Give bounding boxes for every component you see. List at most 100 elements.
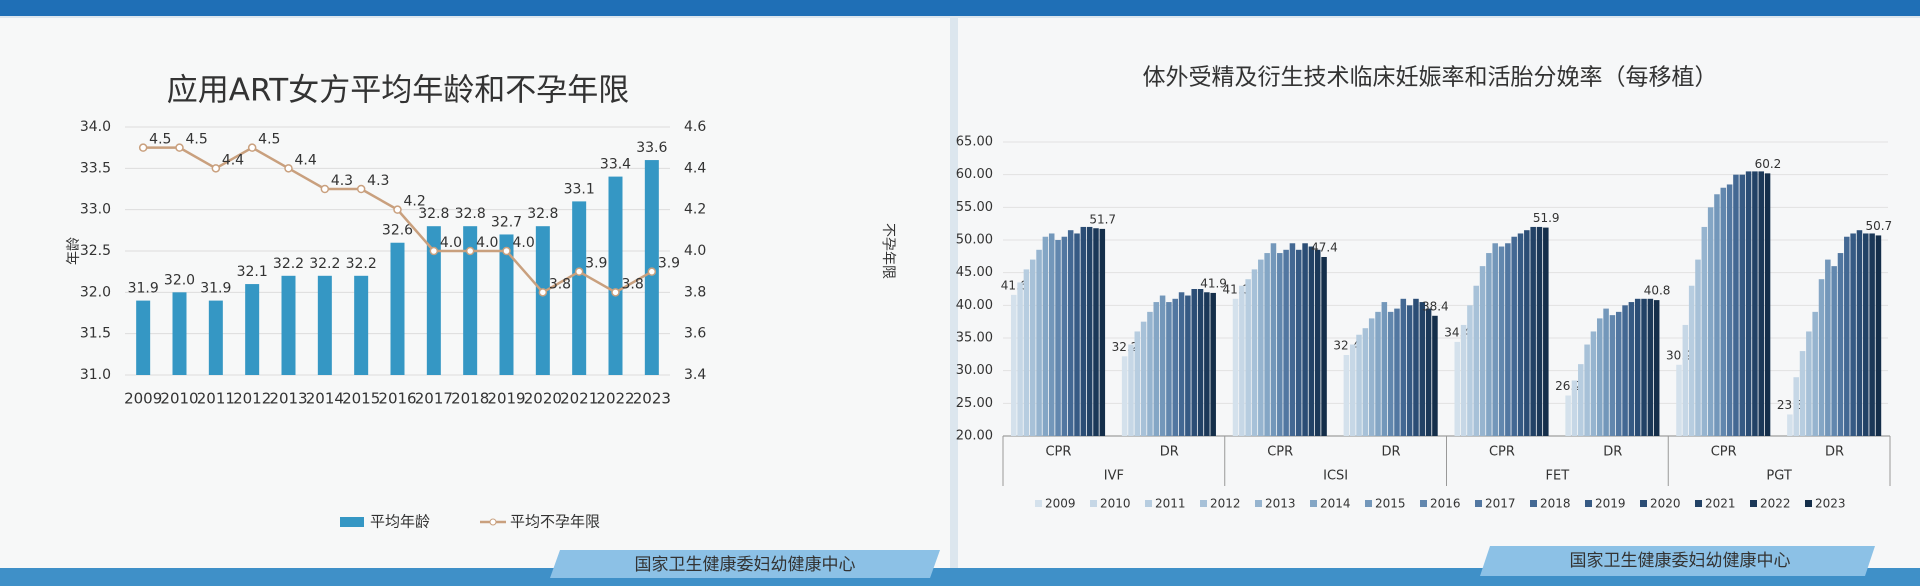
bar (317, 275, 332, 375)
legend-label: 2020 (1650, 497, 1681, 511)
y-tick-label: 32.5 (80, 243, 111, 259)
group-label: PGT (1766, 469, 1791, 484)
legend-swatch (1145, 500, 1152, 507)
y-tick-label: 33.0 (80, 202, 111, 218)
data-label: 32.4 (1333, 338, 1360, 352)
bar (572, 201, 587, 375)
x-tick-label: DR (1603, 445, 1622, 460)
bar (1210, 292, 1216, 436)
bar (1343, 354, 1350, 436)
x-tick-label: 2009 (124, 390, 162, 408)
legend-swatch (1420, 500, 1427, 507)
bar (1128, 344, 1134, 436)
data-label: 51.9 (1533, 211, 1560, 225)
x-tick-label: 2020 (524, 390, 562, 408)
line-marker (647, 267, 657, 276)
x-tick-label: DR (1382, 445, 1401, 460)
legend-label: 2021 (1705, 497, 1736, 511)
y2-tick-label: 3.4 (684, 367, 706, 383)
line-marker (502, 246, 511, 256)
data-label: 34.4 (1444, 325, 1471, 339)
bar (1314, 249, 1321, 436)
x-tick-label: 2018 (451, 390, 489, 408)
x-tick-label: 2011 (197, 390, 235, 408)
data-label: 4.4 (222, 152, 244, 168)
y-tick-label: 34.0 (80, 119, 111, 135)
bar (1603, 308, 1609, 436)
bar (1159, 295, 1166, 436)
bar (1479, 266, 1486, 436)
line-marker (611, 288, 620, 297)
legend-swatch (1585, 500, 1592, 507)
bar (1524, 230, 1530, 436)
bar (1752, 171, 1758, 436)
y-tick-label: 50.00 (956, 233, 993, 248)
y2-tick-label: 3.6 (684, 326, 706, 342)
data-label: 50.7 (1865, 219, 1892, 233)
bar (1837, 253, 1844, 436)
legend-swatch (340, 517, 364, 527)
footer: 国家卫生健康委妇幼健康中心 (1570, 551, 1791, 571)
y2-tick-label: 4.0 (684, 243, 706, 259)
bar (1239, 285, 1245, 436)
bar (1400, 298, 1407, 436)
y-tick-label: 55.00 (956, 200, 993, 215)
bar (208, 300, 223, 375)
legend-swatch (1805, 500, 1812, 507)
x-tick-label: DR (1825, 445, 1844, 460)
bar (1565, 395, 1571, 436)
bar (535, 226, 550, 375)
bar (1419, 302, 1426, 436)
bar (1647, 298, 1654, 436)
bar (1283, 249, 1289, 436)
x-tick-label: 2010 (160, 390, 198, 408)
line-marker (320, 184, 330, 194)
y2-tick-label: 4.6 (684, 119, 706, 135)
bar (1245, 279, 1251, 436)
legend-swatch (1035, 500, 1042, 507)
bar (1425, 308, 1432, 436)
bar (1308, 246, 1315, 436)
data-label: 32.7 (491, 214, 522, 230)
legend-swatch (1255, 500, 1262, 507)
x-tick-label: CPR (1489, 445, 1515, 460)
x-tick-label: 2013 (269, 390, 307, 408)
bar (1381, 302, 1388, 436)
data-label: 32.8 (418, 206, 449, 222)
y-tick-label: 31.0 (80, 367, 111, 383)
bar (1676, 364, 1682, 436)
bar (1055, 240, 1061, 436)
bar (1584, 344, 1590, 436)
bar (1296, 249, 1302, 436)
bar (1185, 295, 1191, 436)
legend-swatch (1365, 500, 1372, 507)
bar (1856, 230, 1863, 436)
bar (1349, 344, 1356, 436)
bar (1609, 315, 1616, 436)
data-label: 33.6 (636, 140, 667, 156)
x-tick-label: 2015 (342, 390, 380, 408)
bar (1302, 243, 1308, 436)
footer-tab (1480, 546, 1875, 576)
data-label: 32.2 (309, 256, 340, 272)
footer-tab (550, 550, 940, 578)
data-label: 41.9 (1200, 276, 1227, 290)
footer: 国家卫生健康委妇幼健康中心 (635, 555, 856, 575)
bottom-strip (0, 568, 1920, 586)
bar (1432, 315, 1438, 436)
y-tick-label: 25.00 (956, 396, 993, 411)
bar (1140, 321, 1147, 436)
bar (136, 300, 151, 375)
x-tick-label: CPR (1711, 445, 1737, 460)
data-label: 4.5 (186, 132, 208, 148)
bar (608, 176, 623, 375)
bar (1406, 305, 1413, 436)
bar (1356, 334, 1362, 436)
bar (1277, 253, 1283, 436)
y2-axis-label: 不孕年限 (880, 223, 896, 279)
bar (1818, 279, 1825, 436)
bar (1622, 305, 1628, 436)
data-label: 4.3 (367, 173, 389, 189)
bar (1850, 233, 1856, 436)
